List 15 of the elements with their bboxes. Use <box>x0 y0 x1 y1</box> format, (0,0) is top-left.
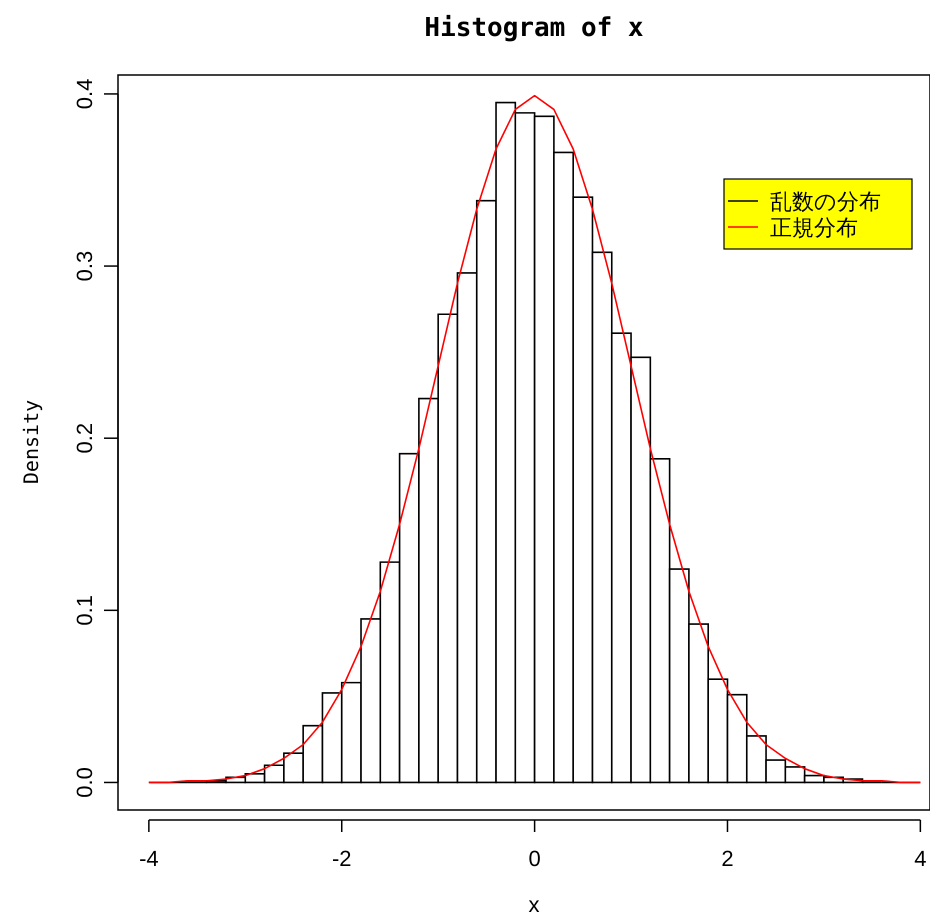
x-tick-label: 4 <box>914 846 926 871</box>
x-axis-title: x <box>528 892 540 917</box>
y-tick-label: 0.4 <box>72 78 97 110</box>
x-tick-label: 2 <box>721 846 734 871</box>
y-tick-label: 0.1 <box>72 595 97 626</box>
x-tick-label: -4 <box>139 846 159 871</box>
legend-label: 正規分布 <box>770 215 858 240</box>
y-tick-label: 0.2 <box>72 422 97 454</box>
y-tick-label: 0.3 <box>72 250 97 282</box>
chart-title: Histogram of x <box>424 13 644 43</box>
y-axis-title: Density <box>19 400 43 484</box>
y-tick-label: 0.0 <box>72 767 97 798</box>
x-tick-label: 0 <box>528 846 541 871</box>
legend-label: 乱数の分布 <box>770 189 881 214</box>
x-tick-label: -2 <box>332 846 352 871</box>
